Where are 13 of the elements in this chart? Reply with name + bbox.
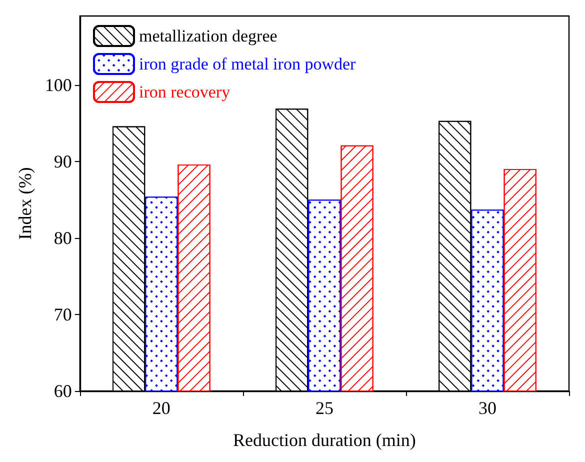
y-tick-label: 80 xyxy=(54,228,72,248)
y-tick-label: 100 xyxy=(44,74,72,95)
x-tick-label: 30 xyxy=(478,398,496,418)
legend-label: iron recovery xyxy=(139,82,231,102)
y-tick-label: 70 xyxy=(54,304,72,324)
legend-label: metallization degree xyxy=(139,26,278,46)
x-tick-label: 25 xyxy=(315,398,334,418)
y-tick-label: 60 xyxy=(54,381,72,401)
y-axis-title: Index (%) xyxy=(15,167,35,240)
legend-label: iron grade of metal iron powder xyxy=(139,54,356,74)
x-tick-label: 20 xyxy=(152,398,170,418)
y-tick-label: 90 xyxy=(54,151,72,172)
x-axis-title: Reduction duration (min) xyxy=(232,430,416,450)
